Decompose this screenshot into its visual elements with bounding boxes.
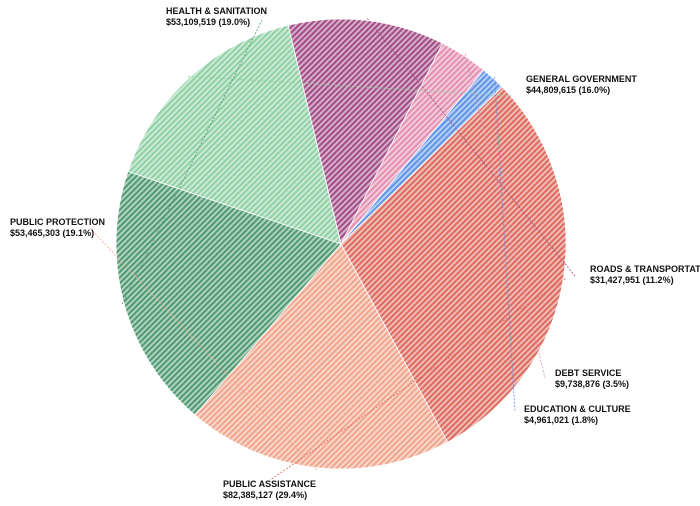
leader-line bbox=[89, 227, 318, 470]
leader-lines bbox=[89, 18, 576, 481]
leader-line bbox=[269, 278, 566, 481]
pie-slice-public-assistance bbox=[340, 86, 567, 443]
slice-label-value: $53,109,519 (19.0%) bbox=[166, 17, 250, 27]
slice-label-name: HEALTH & SANITATION bbox=[166, 6, 267, 16]
slice-label-name: ROADS & TRANSPORTATION bbox=[590, 264, 700, 274]
pie-slice-public-protection bbox=[194, 243, 449, 470]
pie-slice-health-sanitation bbox=[115, 170, 342, 416]
leader-line bbox=[121, 19, 263, 305]
leader-line bbox=[464, 53, 546, 379]
leader-line bbox=[366, 18, 576, 277]
slice-label-value: $53,465,303 (19.1%) bbox=[10, 228, 94, 238]
slice-label-name: EDUCATION & CULTURE bbox=[524, 404, 631, 414]
slice-label-value: $82,385,127 (29.4%) bbox=[223, 490, 307, 500]
slice-label-value: $4,961,021 (1.8%) bbox=[524, 415, 598, 425]
slice-label-value: $44,809,615 (16.0%) bbox=[526, 85, 610, 95]
leader-line bbox=[187, 75, 514, 97]
slice-label-value: $9,738,876 (3.5%) bbox=[555, 379, 629, 389]
slice-labels: GENERAL GOVERNMENT$44,809,615 (16.0%) ROA… bbox=[10, 6, 700, 500]
pie-slice-roads-transportation bbox=[287, 18, 444, 246]
slice-label-value: $31,427,951 (11.2%) bbox=[590, 275, 674, 285]
pie-slices bbox=[115, 18, 567, 470]
slice-label-name: PUBLIC ASSISTANCE bbox=[223, 479, 316, 489]
slice-label-name: GENERAL GOVERNMENT bbox=[526, 74, 637, 84]
slice-label-name: DEBT SERVICE bbox=[555, 368, 621, 378]
slice-label-name: PUBLIC PROTECTION bbox=[10, 217, 105, 227]
